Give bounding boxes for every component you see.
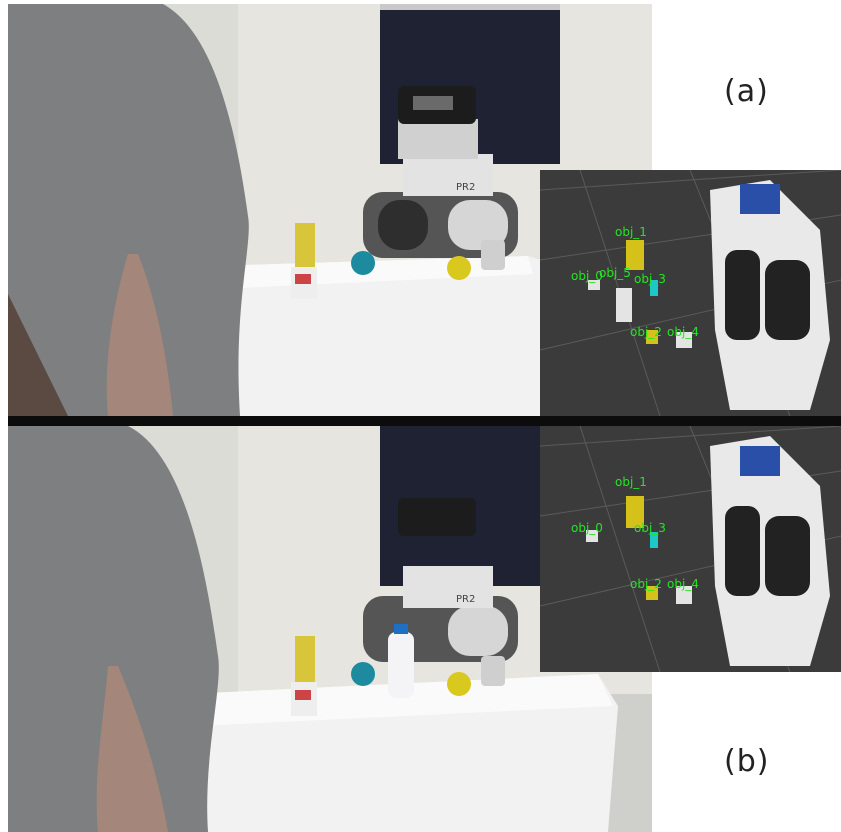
white-cup	[481, 656, 505, 686]
yellow-box	[295, 223, 315, 271]
robot-model	[710, 180, 830, 410]
milk-bottle	[388, 632, 414, 698]
person-shirt	[8, 4, 249, 416]
panel-divider	[8, 416, 841, 426]
obj-label: obj_0	[571, 269, 603, 283]
obj-label: obj_2	[630, 325, 662, 339]
robot-badge: PR2	[456, 594, 475, 605]
teal-ball	[351, 662, 375, 686]
obj-4-marker	[676, 586, 692, 604]
rviz-scene-b: obj_1 obj_0 obj_3 obj_2 obj_4	[540, 426, 841, 672]
obj-label: obj_4	[667, 325, 699, 339]
obj-label: obj_4	[667, 577, 699, 591]
obj-label: obj_2	[630, 577, 662, 591]
yellow-ball	[447, 672, 471, 696]
rviz-scene-a: obj_1 obj_2 obj_5 obj_3 obj_0 obj_4	[540, 170, 841, 416]
obj-2-marker	[646, 586, 658, 600]
person-shirt	[8, 426, 219, 832]
rviz-view-b: obj_1 obj_0 obj_3 obj_2 obj_4	[540, 426, 841, 672]
obj-label: obj_3	[634, 521, 666, 535]
panel-label-a: (a)	[724, 74, 769, 109]
obj-2-marker	[646, 330, 658, 344]
obj-label: obj_1	[615, 475, 647, 489]
robot-torso	[403, 566, 493, 608]
yellow-box	[295, 636, 315, 684]
obj-3-marker	[650, 532, 658, 548]
panel-label-b: (b)	[724, 744, 770, 779]
yellow-ball	[447, 256, 471, 280]
obj-4-marker	[676, 332, 692, 348]
robot-badge: PR2	[456, 182, 475, 193]
person-arm	[106, 254, 173, 416]
obj-1-marker	[626, 240, 644, 270]
obj-0-marker	[588, 280, 600, 290]
rviz-view-a: obj_1 obj_2 obj_5 obj_3 obj_0 obj_4	[540, 170, 841, 416]
robot-head	[398, 498, 476, 536]
obj-1-marker	[626, 496, 644, 528]
obj-label: obj_3	[634, 272, 666, 286]
obj-label: obj_1	[615, 225, 647, 239]
robot-model	[710, 436, 830, 666]
person-arm	[96, 666, 168, 832]
obj-3-marker	[650, 280, 658, 296]
obj-label: obj_5	[599, 266, 631, 280]
teal-ball	[351, 251, 375, 275]
robot-torso	[403, 154, 493, 196]
obj-0-marker	[586, 530, 598, 542]
white-cup	[481, 240, 505, 270]
obj-5-marker	[616, 288, 632, 322]
obj-label: obj_0	[571, 521, 603, 535]
